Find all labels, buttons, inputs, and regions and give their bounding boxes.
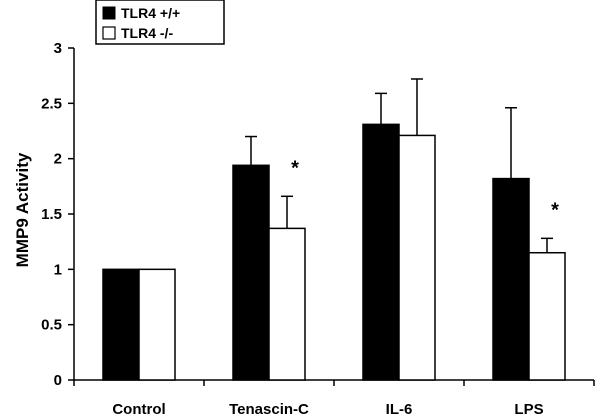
bar-tlr4-ko	[398, 134, 436, 381]
legend-swatch-tlr4-wt	[102, 6, 116, 20]
legend-box	[95, 0, 225, 45]
error-bars	[245, 78, 553, 253]
x-tick-label: LPS	[514, 401, 543, 417]
y-tick-label: 3	[54, 40, 62, 57]
bar-tlr4-ko	[138, 268, 176, 381]
y-tick-label: 1	[54, 261, 62, 278]
x-tick-label: Control	[112, 401, 165, 417]
bar-tlr4-wt	[362, 123, 400, 381]
legend-swatch-tlr4-ko	[102, 26, 116, 40]
y-axis-label: MMP9 Activity	[13, 152, 32, 267]
x-tick-label: Tenascin-C	[229, 401, 309, 417]
x-tick-label: IL-6	[386, 401, 413, 417]
bar-tlr4-ko	[528, 251, 566, 381]
y-tick-label: 1.5	[41, 206, 62, 223]
bar-tlr4-wt	[492, 177, 530, 381]
bar-tlr4-wt	[232, 164, 270, 381]
legend-label-tlr4-ko: TLR4 -/-	[121, 25, 173, 41]
axes: 0 0.5 1 1.5 2 2.5 3 Control Tenascin-C IL-6 LPS	[41, 40, 595, 417]
annotations: **	[291, 157, 559, 221]
y-tick-label: 2	[54, 151, 62, 168]
y-tick-label: 2.5	[41, 95, 62, 112]
y-tick-label: 0	[54, 372, 62, 389]
legend: TLR4 +/+ TLR4 -/-	[95, 0, 225, 45]
y-tick-label: 0.5	[41, 317, 62, 334]
bar-tlr4-ko	[268, 227, 306, 381]
bars	[102, 123, 566, 381]
significance-marker: *	[551, 199, 559, 221]
significance-marker: *	[291, 157, 299, 179]
bar-tlr4-wt	[102, 268, 140, 381]
legend-label-tlr4-wt: TLR4 +/+	[121, 5, 180, 21]
